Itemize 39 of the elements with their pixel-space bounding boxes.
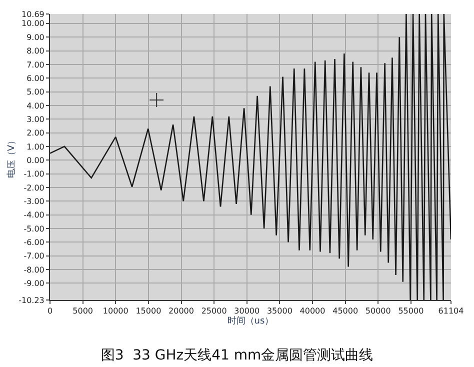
y-tick-label: 10.69: [21, 10, 44, 19]
x-tick-label: 61104: [438, 306, 464, 316]
y-tick-label: -4.00: [24, 210, 44, 220]
x-tick-label: 55000: [398, 306, 424, 316]
y-tick-label: 10.00: [21, 19, 44, 28]
x-tick-label: 0: [47, 306, 53, 316]
y-tick-label: -1.00: [24, 170, 44, 179]
y-axis-title: 电压（V）: [6, 136, 17, 178]
y-tick-label: -7.00: [24, 252, 44, 261]
x-tick-label: 20000: [168, 306, 194, 316]
y-tick-label: 6.00: [26, 74, 44, 83]
y-tick-label: 7.00: [26, 60, 44, 70]
text: 图3 33 GHz天线41 mm金属圆管测试曲线: [100, 348, 374, 364]
y-tick-label: 4.00: [26, 101, 44, 110]
x-tick-label: 10000: [102, 306, 128, 316]
y-tick-label: 9.00: [26, 32, 44, 42]
y-tick-label: -3.00: [24, 196, 44, 206]
y-tick-label: 2.00: [26, 128, 44, 138]
y-tick-label: 5.00: [26, 88, 44, 97]
line-series: [50, 14, 451, 300]
y-tick-label: 0.00: [26, 156, 44, 165]
y-tick-label: -9.00: [24, 278, 44, 288]
x-axis-title: 时间（us）: [227, 316, 274, 327]
x-tick-label: 40000: [300, 306, 326, 316]
y-tick-label: -5.00: [24, 224, 44, 234]
y-tick-label: -2.00: [24, 183, 44, 192]
y-tick-label: -6.00: [24, 238, 44, 247]
x-tick-label: 15000: [136, 306, 162, 316]
x-tick-label: 25000: [201, 306, 227, 316]
y-tick-label: -8.00: [24, 265, 44, 274]
x-tick-label: 50000: [365, 306, 391, 316]
x-tick-label: 5000: [72, 306, 93, 316]
y-tick-label: 3.00: [26, 114, 44, 124]
x-tick-label: 45000: [332, 306, 358, 316]
y-tick-label: 8.00: [26, 46, 44, 56]
x-tick-label: 30000: [234, 306, 260, 316]
y-tick-label: 1.00: [26, 142, 44, 152]
x-tick-label: 35000: [266, 306, 292, 316]
y-tick-label: -10.23: [18, 296, 44, 305]
